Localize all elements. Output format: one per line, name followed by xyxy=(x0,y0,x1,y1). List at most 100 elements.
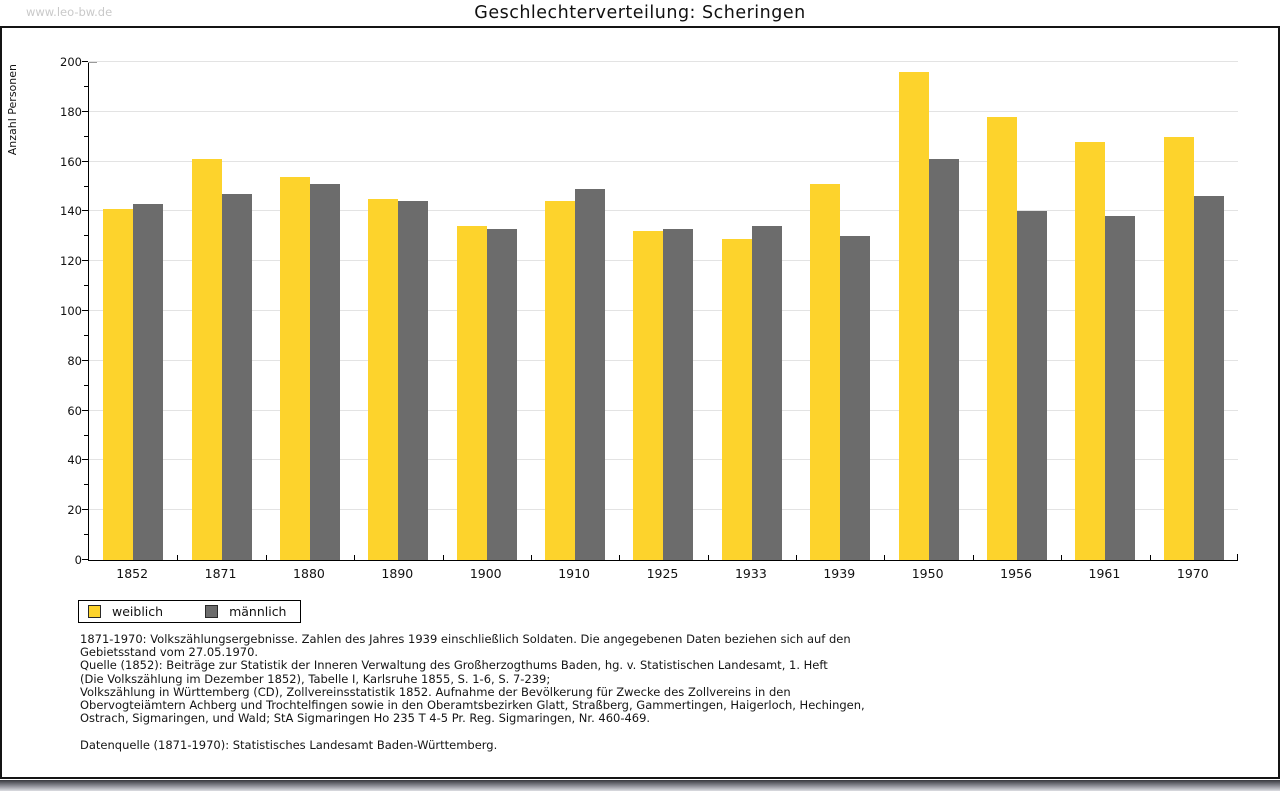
x-boundary-tick-3 xyxy=(354,555,356,560)
x-boundary-tick-11 xyxy=(1061,555,1063,560)
y-minor-tick-90 xyxy=(84,334,88,336)
bar-group-1925 xyxy=(619,62,707,560)
y-tick-80 xyxy=(82,359,88,361)
x-boundary-tick-4 xyxy=(442,555,444,560)
watermark: www.leo-bw.de xyxy=(26,5,113,19)
bar-group-1852 xyxy=(89,62,177,560)
y-minor-tick-10 xyxy=(84,534,88,536)
y-minor-tick-150 xyxy=(84,185,88,187)
y-minor-tick-70 xyxy=(84,384,88,386)
y-axis-title: Anzahl Personen xyxy=(6,64,19,156)
x-tick-label-1925: 1925 xyxy=(646,566,679,581)
y-tick-140 xyxy=(82,210,88,212)
y-tick-label-180: 180 xyxy=(60,104,82,119)
x-boundary-tick-6 xyxy=(619,555,621,560)
x-tick-label-1880: 1880 xyxy=(293,566,325,581)
footnotes: 1871-1970: Volkszählungsergebnisse. Zahl… xyxy=(80,632,865,753)
x-tick-label-1910: 1910 xyxy=(558,566,591,581)
bar-weiblich-1890 xyxy=(368,198,399,560)
y-tick-180 xyxy=(82,110,88,112)
y-tick-label-20: 20 xyxy=(67,503,82,518)
y-tick-label-140: 140 xyxy=(60,204,82,219)
bar-männlich-1890 xyxy=(398,201,429,560)
bar-group-1933 xyxy=(708,62,796,560)
axis-top-cap xyxy=(88,62,97,63)
bar-männlich-1950 xyxy=(928,159,959,560)
bar-group-1910 xyxy=(531,62,619,560)
y-tick-label-200: 200 xyxy=(60,55,82,69)
bar-group-1950 xyxy=(884,62,972,560)
bar-group-1970 xyxy=(1150,62,1238,560)
bar-männlich-1900 xyxy=(486,228,517,560)
bar-weiblich-1900 xyxy=(456,226,487,560)
legend-swatch-weiblich xyxy=(88,605,101,618)
y-tick-200 xyxy=(82,61,88,62)
bar-weiblich-1950 xyxy=(898,71,929,560)
x-tick-label-1852: 1852 xyxy=(116,566,149,581)
bar-männlich-1852 xyxy=(133,203,164,560)
y-tick-100 xyxy=(82,310,88,311)
footnote-line-2: Gebietsstand vom 27.05.1970. xyxy=(80,645,259,660)
bar-männlich-1961 xyxy=(1105,216,1136,560)
footnote-line-7: Ostrach, Sigmaringen, und Wald; StA Sigm… xyxy=(80,711,651,726)
plot-area xyxy=(82,61,1238,561)
x-tick-label-1961: 1961 xyxy=(1088,566,1121,581)
x-boundary-tick-7 xyxy=(707,555,709,560)
bar-männlich-1933 xyxy=(751,226,782,560)
x-tick-label-1956: 1956 xyxy=(1000,566,1032,581)
x-boundary-tick-12 xyxy=(1149,555,1151,560)
bar-männlich-1925 xyxy=(663,228,694,560)
bar-weiblich-1910 xyxy=(545,201,576,560)
y-minor-tick-190 xyxy=(84,85,88,87)
bar-group-1956 xyxy=(973,62,1061,560)
bar-weiblich-1871 xyxy=(191,159,222,560)
bar-group-1961 xyxy=(1061,62,1149,560)
bar-weiblich-1939 xyxy=(810,184,841,560)
gridline-200 xyxy=(89,61,1238,62)
bar-group-1900 xyxy=(443,62,531,560)
bar-weiblich-1933 xyxy=(721,238,752,560)
bottom-shadow-strip xyxy=(0,780,1280,791)
legend-label-männlich: männlich xyxy=(229,604,287,619)
y-tick-20 xyxy=(82,509,88,511)
y-tick-120 xyxy=(82,260,88,262)
bar-group-1939 xyxy=(796,62,884,560)
x-boundary-tick-2 xyxy=(265,555,267,560)
footnote-line-5: Volkszählung in Württemberg (CD), Zollve… xyxy=(80,684,791,699)
bar-männlich-1871 xyxy=(221,193,252,560)
x-tick-label-1970: 1970 xyxy=(1176,566,1209,581)
y-tick-label-100: 100 xyxy=(60,304,82,318)
footnote-line-3: Quelle (1852): Beiträge zur Statistik de… xyxy=(80,658,828,673)
y-minor-tick-170 xyxy=(84,135,88,137)
bar-weiblich-1961 xyxy=(1075,141,1106,560)
legend-item-männlich: männlich xyxy=(205,604,286,619)
gridline-180 xyxy=(89,110,1238,112)
footnote-line-6: Obervogteiämtern Achberg und Trochtelfin… xyxy=(80,698,865,713)
bar-group-1890 xyxy=(354,62,442,560)
y-minor-tick-130 xyxy=(84,235,88,237)
x-boundary-tick-5 xyxy=(530,555,532,560)
page-title: Geschlechterverteilung: Scheringen xyxy=(474,3,806,23)
x-boundary-tick-8 xyxy=(796,555,798,560)
footnote-line-4: (Die Volkszählung im Dezember 1852), Tab… xyxy=(80,671,551,686)
y-tick-0 xyxy=(82,559,88,560)
y-tick-label-80: 80 xyxy=(67,353,82,368)
bar-weiblich-1925 xyxy=(633,231,664,560)
bar-weiblich-1880 xyxy=(279,176,310,560)
x-tick-label-1950: 1950 xyxy=(911,566,944,581)
bar-männlich-1970 xyxy=(1193,196,1224,560)
x-tick-label-1933: 1933 xyxy=(734,566,767,581)
bar-männlich-1939 xyxy=(840,236,871,560)
axis-right-cap xyxy=(1237,554,1238,560)
bar-männlich-1910 xyxy=(575,189,606,560)
legend-label-weiblich: weiblich xyxy=(112,604,164,619)
footnote-line-1: 1871-1970: Volkszählungsergebnisse. Zahl… xyxy=(80,632,851,646)
y-tick-60 xyxy=(82,409,88,411)
y-tick-label-40: 40 xyxy=(67,453,82,468)
y-minor-tick-30 xyxy=(84,484,88,486)
bar-weiblich-1956 xyxy=(987,116,1018,560)
y-tick-40 xyxy=(82,459,88,461)
y-minor-tick-50 xyxy=(84,434,88,436)
y-tick-label-0: 0 xyxy=(74,553,82,567)
